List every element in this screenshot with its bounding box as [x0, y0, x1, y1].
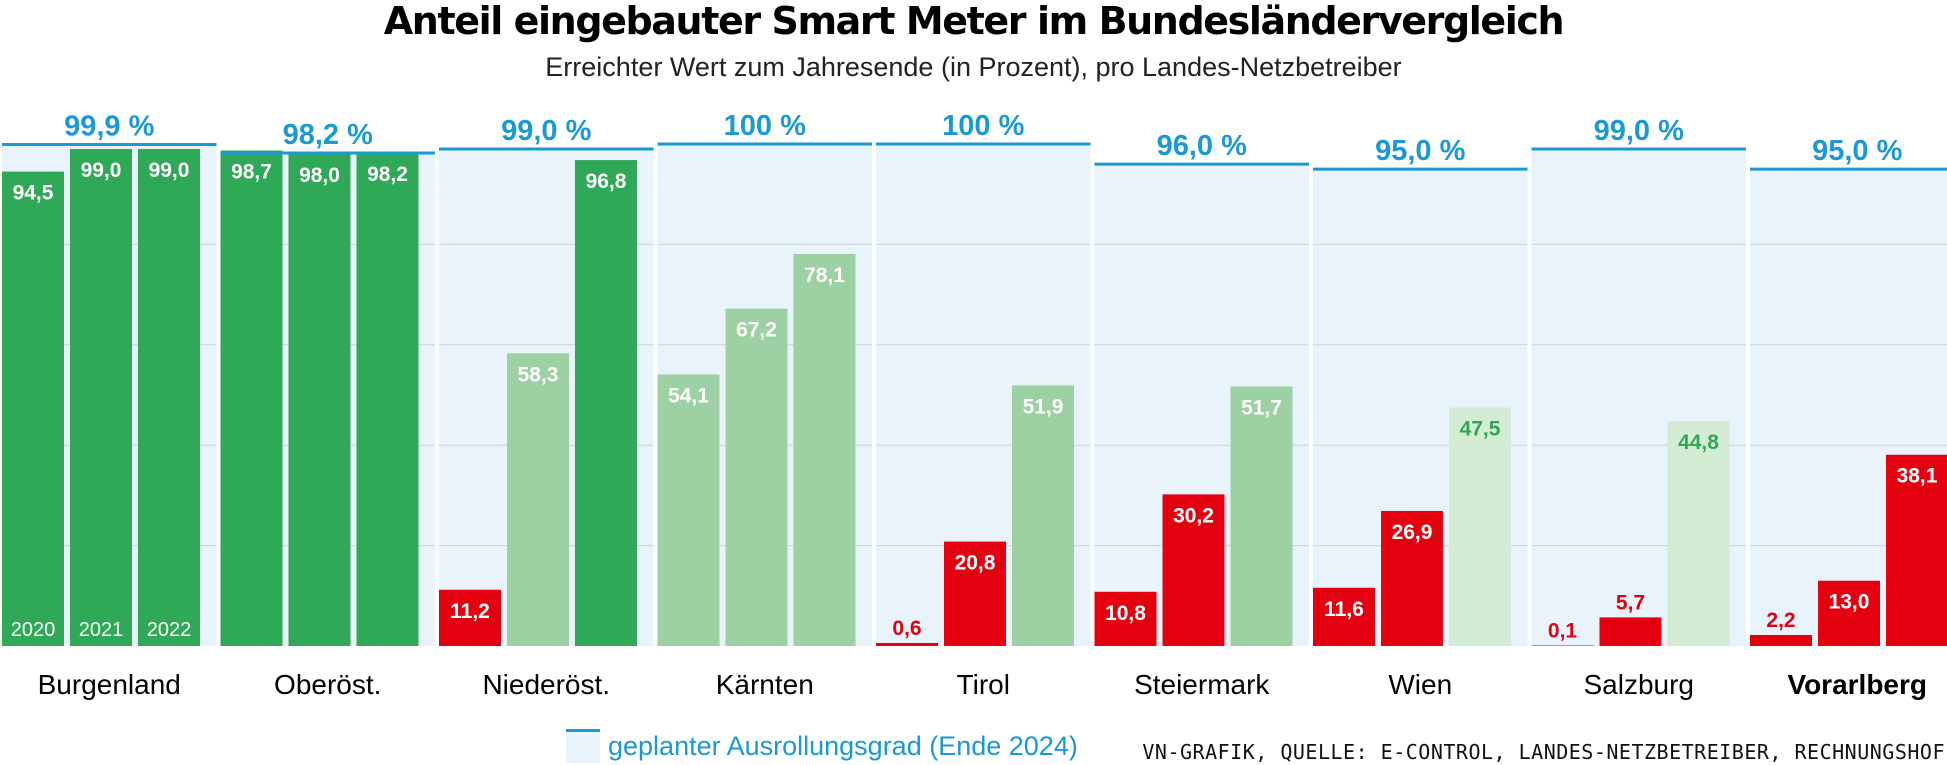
- legend-swatch: [566, 729, 600, 763]
- year-label: 2020: [11, 619, 56, 641]
- bar: [1012, 385, 1074, 646]
- bar-value-label: 10,8: [1105, 602, 1146, 625]
- bar: [220, 150, 283, 646]
- bar: [944, 541, 1006, 646]
- bar: [507, 353, 569, 646]
- chart-subtitle: Erreichter Wert zum Jahresende (in Proze…: [545, 52, 1402, 82]
- region-label: Burgenland: [38, 669, 181, 700]
- region-label: Vorarlberg: [1787, 669, 1927, 700]
- year-label: 2022: [147, 619, 192, 641]
- bar-value-label: 11,2: [450, 600, 490, 623]
- bar: [793, 253, 856, 647]
- bar: [1886, 454, 1947, 646]
- bar: [1313, 587, 1375, 646]
- bar: [725, 308, 788, 646]
- bar: [876, 642, 938, 646]
- bar-value-label: 5,7: [1616, 591, 1645, 614]
- bar-value-label: 51,7: [1241, 396, 1282, 419]
- legend-label: geplanter Ausrollungsgrad (Ende 2024): [608, 730, 1078, 761]
- bar: [1094, 591, 1157, 646]
- bar-value-label: 0,6: [892, 617, 921, 640]
- bar-value-label: 38,1: [1897, 465, 1938, 488]
- bar-value-label: 67,2: [736, 319, 777, 342]
- target-label: 99,0 %: [1594, 115, 1684, 147]
- bar-value-label: 98,0: [299, 164, 340, 187]
- bar: [1750, 634, 1812, 646]
- bar: [1381, 510, 1443, 646]
- bar-value-label: 47,5: [1460, 418, 1501, 441]
- bar-value-label: 51,9: [1023, 395, 1064, 418]
- region-label: Oberöst.: [274, 669, 381, 700]
- bar-value-label: 99,0: [149, 159, 190, 182]
- region-label: Kärnten: [716, 669, 814, 700]
- bar-value-label: 30,2: [1173, 504, 1214, 527]
- target-label: 96,0 %: [1157, 130, 1247, 162]
- region-label: Steiermark: [1134, 669, 1270, 700]
- bar-value-label: 96,8: [586, 170, 627, 193]
- bar-value-label: 44,8: [1678, 431, 1719, 454]
- bar-value-label: 54,1: [668, 384, 709, 407]
- bar: [1599, 617, 1662, 646]
- bar-value-label: 20,8: [955, 552, 996, 575]
- bar-value-label: 78,1: [804, 264, 845, 287]
- bar: [657, 374, 720, 646]
- bar-value-label: 0,1: [1548, 619, 1578, 642]
- target-label: 95,0 %: [1375, 135, 1465, 167]
- bar: [1667, 421, 1730, 646]
- target-label: 99,0 %: [501, 115, 591, 147]
- bar: [575, 160, 637, 646]
- bar-value-label: 98,2: [367, 163, 408, 186]
- region-label: Niederöst.: [482, 669, 610, 700]
- bar: [288, 154, 351, 647]
- target-label: 95,0 %: [1812, 135, 1902, 167]
- region-label: Tirol: [957, 669, 1010, 700]
- bar-value-label: 26,9: [1392, 521, 1433, 544]
- year-label: 2021: [79, 619, 124, 641]
- bar: [70, 149, 132, 646]
- bar: [2, 171, 64, 647]
- bar: [138, 149, 200, 646]
- bar: [1531, 645, 1594, 646]
- bar: [439, 589, 501, 646]
- bar-value-label: 2,2: [1766, 609, 1795, 632]
- bar-value-label: 11,6: [1324, 598, 1364, 621]
- bar: [1818, 580, 1880, 646]
- chart-title: Anteil eingebauter Smart Meter im Bundes…: [383, 0, 1565, 43]
- target-label: 98,2 %: [283, 119, 373, 151]
- bar: [1449, 407, 1511, 646]
- bar-value-label: 94,5: [13, 182, 54, 205]
- region-label: Salzburg: [1583, 669, 1694, 700]
- target-label: 100 %: [942, 110, 1024, 142]
- legend: geplanter Ausrollungsgrad (Ende 2024): [566, 729, 1078, 763]
- bar: [1230, 386, 1293, 646]
- bar-value-label: 98,7: [231, 161, 272, 184]
- bar-value-label: 99,0: [81, 159, 122, 182]
- target-label: 99,9 %: [64, 111, 154, 143]
- bar-value-label: 13,0: [1829, 591, 1870, 614]
- bar: [356, 153, 419, 646]
- bar: [1162, 494, 1225, 646]
- source-note: VN-GRAFIK, QUELLE: E-CONTROL, LANDES-NET…: [1142, 740, 1945, 764]
- region-label: Wien: [1388, 669, 1452, 700]
- bar-value-label: 58,3: [518, 363, 559, 386]
- target-label: 100 %: [724, 110, 806, 142]
